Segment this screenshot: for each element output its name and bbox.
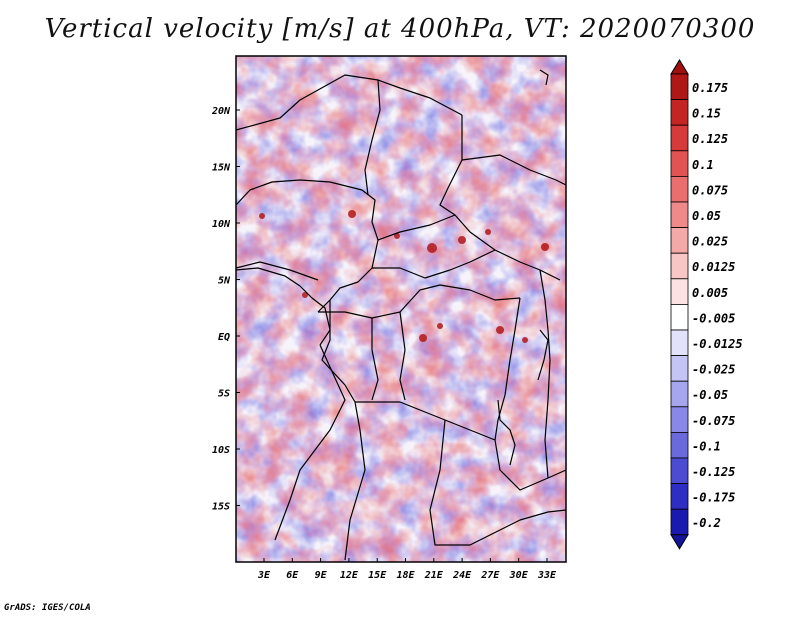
colorbar-label: 0.005: [692, 286, 728, 300]
colorbar-swatch: [670, 508, 689, 536]
lon-tick-label: 24E: [452, 570, 472, 581]
lon-tick-label: 21E: [424, 570, 444, 581]
lat-tick-label: 5S: [218, 389, 230, 400]
colorbar-label: 0.05: [692, 209, 721, 223]
colorbar-swatch: [670, 99, 689, 126]
lon-tick-label: 6E: [286, 570, 299, 581]
colorbar-bottom-arrow: [670, 534, 689, 550]
lon-tick-label: 9E: [315, 570, 328, 581]
colorbar-swatch: [670, 201, 689, 229]
lon-axis: 3E 6E 9E 12E 15E 18E 21E 24E 27E 30E 33E: [257, 558, 557, 581]
colorbar-legend: 0.175 0.15 0.125 0.1 0.075 0.05 0.025 0.0125 0.0…: [670, 59, 743, 550]
lat-tick-label: 10N: [212, 219, 231, 230]
colorbar-label: 0.025: [692, 235, 728, 249]
colorbar-swatch: [670, 406, 689, 433]
colorbar-label: -0.2: [692, 516, 721, 530]
colorbar-label: -0.025: [692, 363, 735, 377]
lat-tick-label: 10S: [212, 445, 230, 456]
colorbar-swatch: [670, 303, 689, 331]
lat-tick-label: EQ: [218, 332, 230, 343]
colorbar-label: 0.15: [692, 107, 721, 121]
country-borders: [236, 69, 566, 561]
lon-tick-label: 3E: [257, 570, 271, 581]
colorbar-label: 0.1: [692, 158, 714, 172]
map-field: [236, 56, 566, 562]
lon-tick-label: 18E: [396, 570, 415, 581]
colorbar-label: -0.1: [692, 439, 721, 453]
colorbar-swatch: [670, 150, 689, 177]
lon-tick-label: 15E: [368, 570, 387, 581]
colorbar-top-arrow: [670, 59, 689, 75]
lon-tick-label: 27E: [480, 570, 500, 581]
colorbar-swatch: [670, 227, 689, 254]
colorbar-label: -0.0125: [692, 337, 743, 351]
map-frame: [235, 55, 567, 563]
colorbar-label: 0.175: [692, 81, 728, 95]
colorbar-swatch: [670, 431, 689, 459]
chart-title: Vertical velocity [m/s] at 400hPa, VT: 2…: [44, 14, 756, 44]
convective-cells: [259, 210, 549, 343]
lon-tick-label: 30E: [509, 570, 529, 581]
colorbar-label: 0.075: [692, 183, 728, 197]
colorbar-label: -0.05: [692, 388, 728, 402]
colorbar-swatch: [670, 175, 689, 203]
colorbar-label: -0.075: [692, 414, 735, 428]
colorbar-swatch: [670, 252, 689, 280]
colorbar-label: -0.125: [692, 465, 735, 479]
lat-tick-label: 15N: [212, 163, 231, 174]
colorbar-swatch: [670, 73, 689, 101]
colorbar-label: 0.125: [692, 132, 728, 146]
lat-tick-label: 15S: [212, 502, 230, 513]
colorbar-swatch: [670, 380, 689, 408]
colorbar-label: -0.005: [692, 311, 735, 325]
lon-tick-label: 33E: [537, 570, 557, 581]
lat-tick-label: 5N: [218, 276, 231, 287]
colorbar-swatch: [670, 124, 689, 152]
lon-tick-label: 12E: [340, 570, 359, 581]
colorbar-swatch: [670, 278, 689, 305]
credit-label: GrADS: IGES/COLA: [4, 603, 91, 613]
colorbar-swatch: [670, 457, 689, 485]
colorbar-swatch: [670, 329, 689, 357]
colorbar-swatch: [670, 483, 689, 510]
lat-axis: 20N 15N 10N 5N EQ 5S 10S 15S: [211, 106, 240, 513]
colorbar-label: 0.0125: [692, 260, 735, 274]
colorbar-label: -0.175: [692, 491, 735, 505]
colorbar-swatch: [670, 355, 689, 382]
lat-tick-label: 20N: [211, 106, 231, 117]
